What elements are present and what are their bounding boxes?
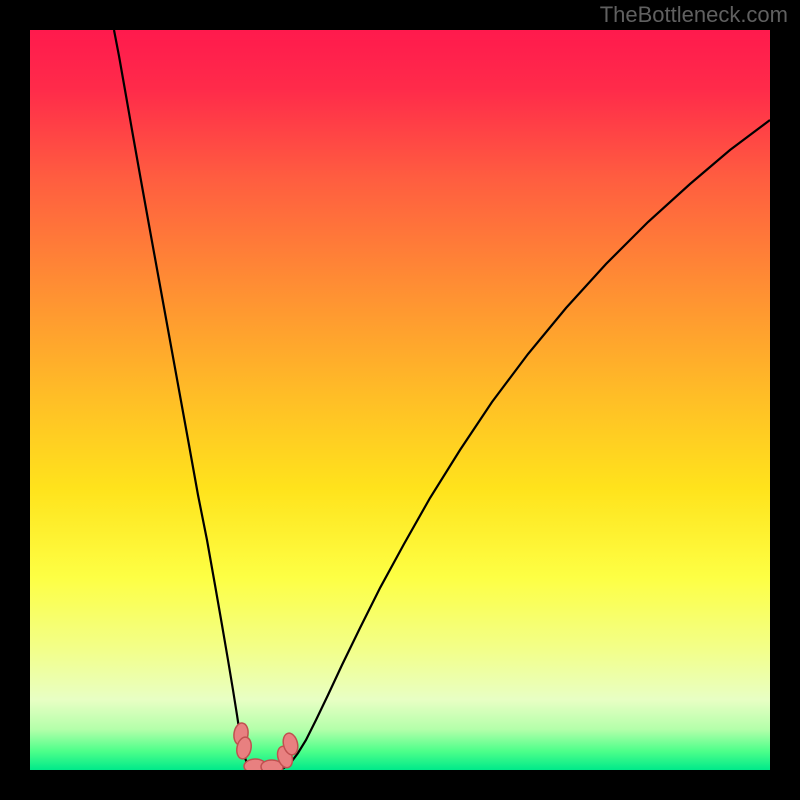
gradient-background xyxy=(30,30,770,770)
chart-svg xyxy=(30,30,770,770)
chart-plot-area xyxy=(30,30,770,770)
watermark-text: TheBottleneck.com xyxy=(600,2,788,28)
